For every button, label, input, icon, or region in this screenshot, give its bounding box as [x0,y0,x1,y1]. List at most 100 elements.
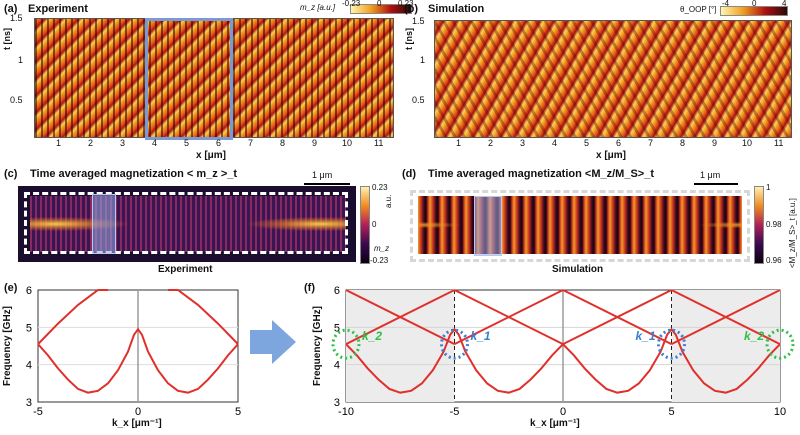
panel-b-xtick: 10 [742,138,753,148]
panel-f-crossing-marker [331,328,361,360]
panel-b-xtick: 1 [456,138,462,148]
panel-f-shaded-region [671,290,780,402]
panel-d-scale-bar-label: 1 μm [700,170,721,180]
panel-b-xtick: 9 [712,138,718,148]
panel-c-title: Time averaged magnetization < m_z >_t [30,168,238,180]
panel-a-ytick: 1 [18,55,24,65]
panel-b-title: Simulation [428,3,485,15]
panel-a-highlight-box [145,18,233,140]
panel-c-label: (c) [4,168,18,180]
panel-f-crossing-marker [765,328,795,360]
panel-f-crossing-label: k_2 [744,329,764,343]
panel-c-cbar-label-bottom: m_z [374,244,390,253]
panel-c-colorbar [360,186,370,264]
panel-a-cbar-tick-max: 0.23 [398,0,414,8]
panel-b-ytick: 0.5 [412,95,425,105]
panel-d-label: (d) [402,168,417,180]
panel-a-xtick: 6 [216,138,222,148]
panel-a-xtick: 11 [374,138,384,148]
panel-b-xtick: 5 [584,138,590,148]
panel-b-xtick: 4 [552,138,558,148]
panel-c-caption: Experiment [158,264,213,275]
panel-a-xtick: 3 [120,138,126,148]
panel-b-ytick: 1.5 [412,16,425,26]
panel-a-ytick: 0.5 [10,95,23,105]
panel-d-scale-bar [694,183,738,185]
panel-f-dispersion-upper [562,289,672,346]
panel-b-colorbar-label: θ_OOP [°] [680,5,717,14]
panel-e-xtick: -5 [33,406,43,418]
panel-a-xtick: 1 [56,138,62,148]
panel-f-crossing-label: k_1 [471,329,491,343]
panel-b-heatmap [434,20,792,138]
panel-d-cbar-tick: 1 [766,183,771,192]
panel-f-dispersion-upper [671,289,781,346]
panel-e-xlabel: k_x [μm⁻¹] [112,418,162,429]
panel-f-crossing-marker [657,328,686,360]
panel-c-scale-bar-label: 1 μm [312,170,333,180]
panel-c-cbar-tick: -0.23 [370,256,389,265]
panel-a-xtick: 7 [248,138,254,148]
panel-f-xtick: 5 [668,406,674,418]
panel-b-cbar-tick-mid: 0 [752,0,757,8]
panel-b-xticks: 1 2 3 4 5 6 7 8 9 10 11 [434,138,794,150]
panel-b-xlabel: x [μm] [596,150,627,161]
panel-f-shaded-region [346,290,455,402]
panel-e-ytick: 3 [26,397,32,409]
panel-a-ytick: 1.5 [10,13,23,23]
panel-c-scale-bar [304,183,350,185]
panel-d-caption: Simulation [552,264,604,275]
panel-b-xtick: 3 [520,138,526,148]
panel-d-cbar-tick: 0.98 [766,220,782,229]
panel-e-ytick: 4 [26,360,32,372]
panel-a-xtick: 2 [88,138,94,148]
panel-c-cbar-tick: 0 [372,220,377,229]
panel-d-image [418,196,742,254]
panel-f-xtick: 0 [560,406,566,418]
panel-b-xtick: 11 [774,138,784,148]
panel-a-label: (a) [4,3,18,15]
panel-b-cbar-tick-max: 4 [782,0,787,8]
panel-a-xtick: 10 [342,138,353,148]
panel-a-xlabel: x [μm] [196,150,227,161]
panel-e-dispersion-upper [37,289,108,345]
panel-b-xtick: 8 [680,138,686,148]
panel-e-ytick: 6 [26,285,32,297]
panel-f-dispersion-lower [345,327,564,394]
panel-f-label: (f) [304,282,315,294]
panel-a-xtick: 4 [152,138,158,148]
panel-c-intensity [30,196,346,252]
panel-f-ytick: 4 [334,360,340,372]
panel-c-cbar-tick: 0.23 [372,183,388,192]
right-arrow-icon [250,320,296,364]
panel-d-highlight-box [474,196,502,256]
panel-b-colorbar [720,6,788,16]
panel-a-colorbar-label: m_z [a.u.] [300,3,336,12]
panel-f-ytick: 6 [334,285,340,297]
panel-a-xticks: 1 2 3 4 5 6 7 8 9 10 11 [34,138,394,150]
panel-d-colorbar [754,186,764,264]
panel-a-xtick: 8 [280,138,286,148]
panel-e-xtick: 5 [235,406,241,418]
panel-f-ytick: 5 [334,322,340,334]
panel-b-xtick: 7 [648,138,654,148]
panel-a-xtick: 9 [312,138,318,148]
panel-e-xtick: 0 [135,406,141,418]
panel-f-crossing-label: k_1 [635,329,655,343]
panel-f-xtick: -10 [338,406,354,418]
panel-a-title: Experiment [28,3,88,15]
panel-f-dispersion-upper [454,289,564,346]
panel-a-colorbar [350,4,412,14]
panel-d-title: Time averaged magnetization <M_z/M_S>_t [428,168,654,180]
panel-b-cbar-tick-min: -4 [722,0,730,8]
panel-d-dashed-outline [410,190,750,262]
panel-f-xlabel: k_x [μm⁻¹] [530,418,580,429]
panel-e-dispersion-lower [37,327,239,394]
panel-f-crossing-label: k_2 [362,329,382,343]
panel-b-label: (b) [404,3,419,15]
panel-e-label: (e) [4,282,18,294]
panel-e-dispersion-upper [168,289,239,345]
panel-f-ylabel: Frequency [GHz] [312,305,323,386]
panel-b-xtick: 6 [616,138,622,148]
